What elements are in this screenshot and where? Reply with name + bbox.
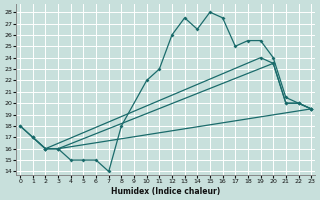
X-axis label: Humidex (Indice chaleur): Humidex (Indice chaleur) — [111, 187, 220, 196]
